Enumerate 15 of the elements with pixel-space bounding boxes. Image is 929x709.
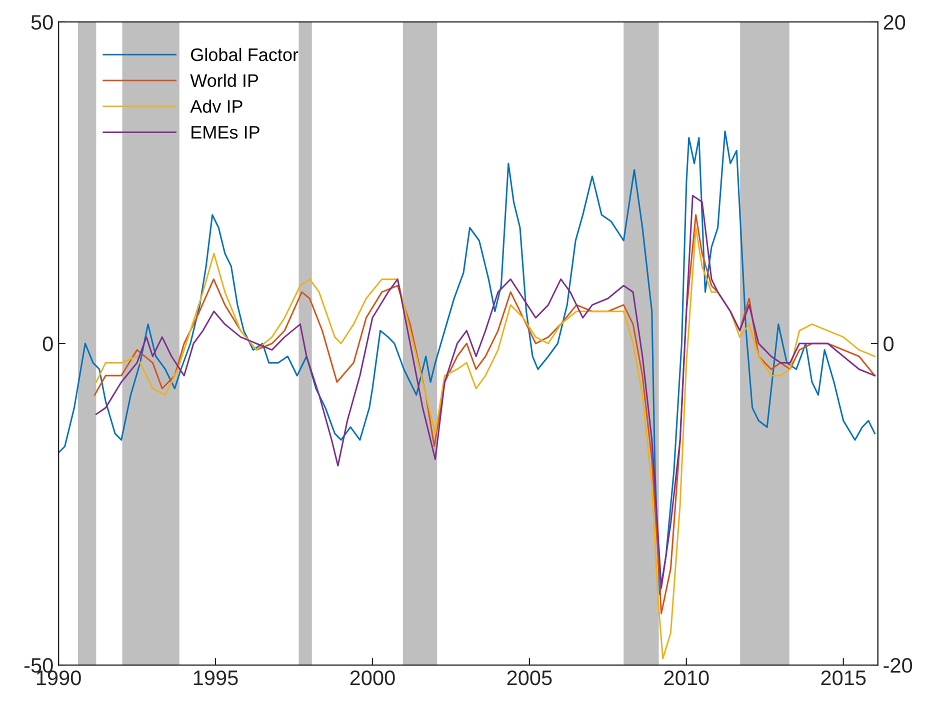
x-tick-label: 2015 (821, 670, 866, 686)
x-tick-label: 1995 (194, 670, 238, 686)
legend-label: Adv IP (190, 100, 242, 113)
legend-label: EMEs IP (192, 126, 260, 139)
y-tick-label: -50 (24, 658, 53, 673)
x-tick-label: 2010 (664, 670, 709, 686)
y2-tick-label: 0 (884, 336, 894, 352)
x-tick-label: 2000 (350, 670, 395, 686)
legend-label: Global Factor (191, 48, 298, 62)
y-tick-label: 50 (31, 14, 53, 30)
x-tick-label: 2005 (507, 670, 552, 686)
legend-label: World IP (190, 74, 258, 87)
y-tick-label: 0 (42, 336, 53, 352)
y2-tick-label: -20 (884, 658, 912, 673)
y2-tick-label: 20 (884, 14, 906, 30)
